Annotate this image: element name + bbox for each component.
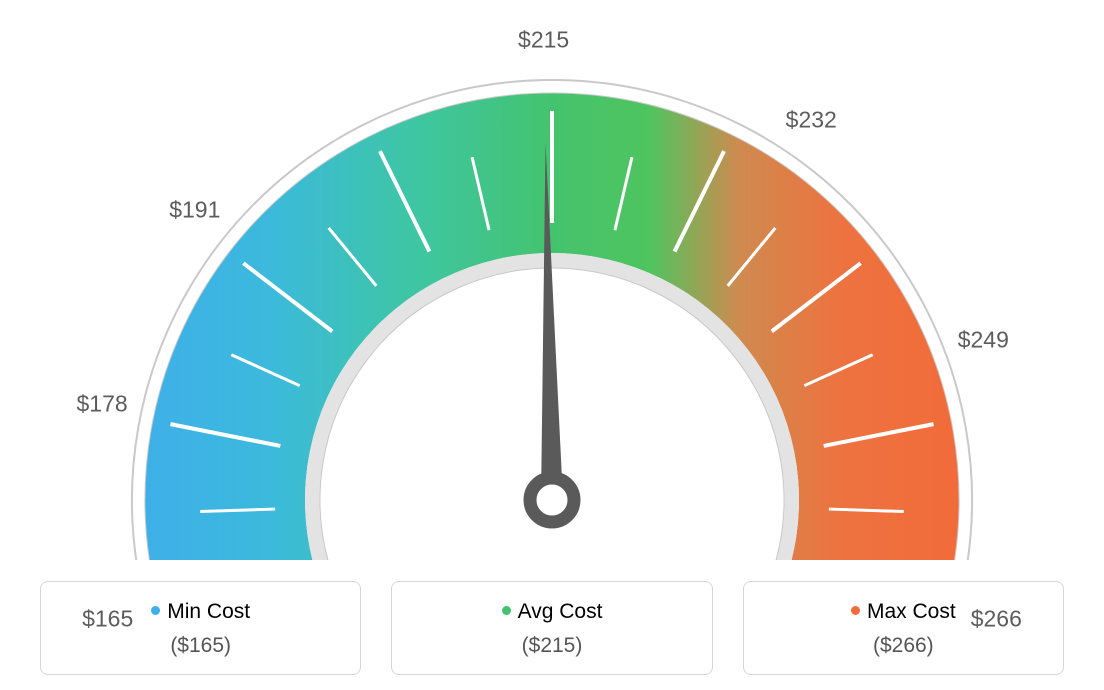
legend-card-max: Max Cost ($266): [743, 581, 1064, 675]
gauge-svg: [0, 0, 1104, 560]
dot-icon: [151, 606, 160, 615]
legend-value-min: ($165): [51, 634, 350, 658]
legend-card-min: Min Cost ($165): [40, 581, 361, 675]
legend-title-min: Min Cost: [51, 600, 350, 624]
legend-value-avg: ($215): [402, 634, 701, 658]
legend-title-avg: Avg Cost: [402, 600, 701, 624]
legend-title-max: Max Cost: [754, 600, 1053, 624]
legend-card-avg: Avg Cost ($215): [391, 581, 712, 675]
gauge-tick-label: $232: [786, 107, 837, 134]
dot-icon: [502, 606, 511, 615]
legend-label-min: Min Cost: [167, 600, 250, 623]
gauge-tick-label: $191: [169, 197, 220, 224]
gauge-tick-label: $178: [77, 391, 128, 418]
cost-gauge-widget: $165$178$191$215$232$249$266 Min Cost ($…: [0, 0, 1104, 690]
dot-icon: [851, 606, 860, 615]
legend-value-max: ($266): [754, 634, 1053, 658]
legend-label-avg: Avg Cost: [518, 600, 603, 623]
gauge-tick-label: $215: [518, 27, 569, 54]
gauge-tick-label: $249: [958, 327, 1009, 354]
legend-label-max: Max Cost: [867, 600, 956, 623]
gauge-chart: $165$178$191$215$232$249$266: [0, 0, 1104, 560]
legend-row: Min Cost ($165) Avg Cost ($215) Max Cost…: [40, 581, 1064, 675]
